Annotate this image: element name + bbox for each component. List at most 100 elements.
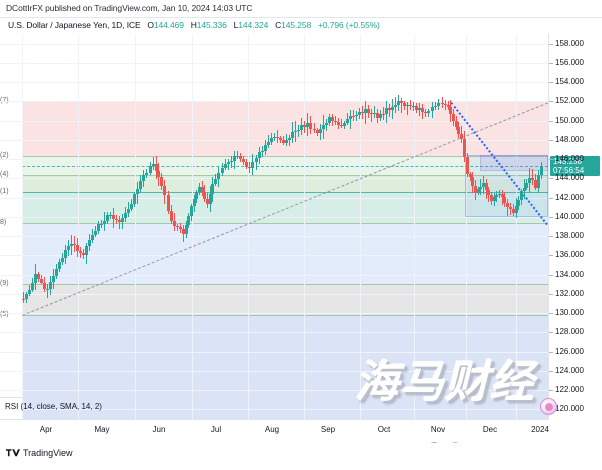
candle-body xyxy=(469,174,472,178)
horizontal-gridline xyxy=(0,294,548,295)
open-value: 144.469 xyxy=(153,20,184,30)
candle-body xyxy=(485,182,488,191)
candle-body xyxy=(460,133,463,140)
candle-body xyxy=(203,192,206,200)
horizontal-gridline xyxy=(0,63,548,64)
resistance-zone-box[interactable] xyxy=(480,155,548,171)
candle-body xyxy=(70,243,73,247)
candle-body xyxy=(193,199,196,207)
vertical-gridline xyxy=(192,34,193,419)
candle-body xyxy=(139,181,142,190)
price-axis-tick-mark xyxy=(549,409,553,410)
candle-body xyxy=(493,197,496,201)
symbol-ohlc-bar: U.S. Dollar / Japanese Yen, 1D, ICE O144… xyxy=(0,18,602,34)
candle-wick xyxy=(445,100,446,110)
price-axis-tick-mark xyxy=(549,82,553,83)
candle-body xyxy=(255,157,258,163)
price-axis-tick-mark xyxy=(549,159,553,160)
candle-wick xyxy=(407,101,408,116)
candle-body xyxy=(198,186,201,193)
candle-body xyxy=(61,257,64,263)
candle-wick xyxy=(274,132,275,141)
candle-body xyxy=(136,189,139,194)
candle-body xyxy=(534,179,537,188)
candle-wick xyxy=(335,115,336,126)
price-plot-area[interactable]: (7) (2) (4) (1) 8) (9) (5) xyxy=(0,34,548,419)
candle-body xyxy=(121,217,124,223)
current-price-badge: 145.258 07:56:54 xyxy=(550,156,600,177)
horizontal-gridline xyxy=(0,371,548,372)
price-axis[interactable]: 145.258 07:56:54 158.000 156.000 154.000 15… xyxy=(548,34,602,419)
candle-body xyxy=(376,113,379,119)
candle-body xyxy=(145,173,148,175)
candle-body xyxy=(127,208,130,214)
candle-body xyxy=(190,206,193,217)
price-axis-tick-mark xyxy=(549,236,553,237)
candle-body xyxy=(258,152,261,158)
high-key: H xyxy=(190,20,197,30)
candle-body xyxy=(163,186,166,195)
candle-body xyxy=(52,276,55,282)
fib-level-line-dashed xyxy=(22,165,548,167)
vertical-gridline xyxy=(466,34,467,419)
candle-body xyxy=(394,105,397,107)
candle-body xyxy=(391,106,394,111)
candle-body xyxy=(528,178,531,183)
candle-body xyxy=(406,105,409,107)
vertical-gridline xyxy=(414,34,415,419)
fib-level-line xyxy=(22,156,548,158)
price-axis-tick-label: 144.000 xyxy=(555,173,584,183)
candle-wick xyxy=(347,112,348,126)
candle-wick xyxy=(353,109,354,122)
current-price-value: 145.258 xyxy=(553,157,582,167)
low-value: 144.324 xyxy=(238,20,269,30)
candle-wick xyxy=(413,102,414,112)
horizontal-gridline xyxy=(0,159,548,160)
time-axis-tick-label: 2024 xyxy=(531,425,549,434)
candle-wick xyxy=(228,159,229,170)
candle-body xyxy=(130,203,133,209)
candle-body xyxy=(155,163,158,172)
candle-body xyxy=(187,216,190,226)
candle-body xyxy=(124,213,127,218)
candle-body xyxy=(112,214,115,219)
candle-body xyxy=(209,193,212,204)
candle-body xyxy=(409,105,412,107)
fib-level-label: (4) xyxy=(0,171,9,179)
fib-level-label: (2) xyxy=(0,152,9,160)
symbol-name[interactable]: U.S. Dollar / Japanese Yen, 1D, ICE xyxy=(8,20,141,30)
vertical-gridline xyxy=(22,34,23,419)
price-axis-tick-label: 154.000 xyxy=(555,77,584,87)
horizontal-gridline xyxy=(0,236,548,237)
vertical-gridline xyxy=(516,34,517,419)
candle-body xyxy=(94,231,97,235)
candle-body xyxy=(427,111,430,114)
candle-body xyxy=(506,203,509,207)
tradingview-logo[interactable]: TradingView xyxy=(6,448,73,458)
rsi-indicator-label[interactable]: RSI (14, close, SMA, 14, 2) xyxy=(5,402,102,411)
price-axis-tick-label: 140.000 xyxy=(555,211,584,221)
rsi-pane[interactable]: RSI (14, close, SMA, 14, 2) xyxy=(0,397,548,419)
candle-body xyxy=(525,182,528,188)
candle-body xyxy=(306,123,309,128)
price-axis-tick-label: 156.000 xyxy=(555,57,584,67)
candle-body xyxy=(523,187,526,191)
candle-body xyxy=(40,278,43,283)
candle-body xyxy=(79,250,82,254)
fib-level-line xyxy=(22,222,548,224)
fib-band xyxy=(22,222,548,285)
candle-body xyxy=(88,240,91,247)
time-axis-tick-label: May xyxy=(94,425,110,434)
candle-body xyxy=(403,103,406,106)
candle-body xyxy=(100,223,103,225)
candle-body xyxy=(490,195,493,201)
candle-wick xyxy=(502,189,503,206)
candle-body xyxy=(206,199,209,204)
candle-body xyxy=(176,226,179,228)
time-axis[interactable]: Apr May Jun Jul Aug Sep Oct Nov Dec 2024 xyxy=(0,419,549,441)
candle-wick xyxy=(119,216,120,229)
candle-body xyxy=(201,186,204,193)
fib-level-label: (1) xyxy=(0,187,9,195)
price-axis-tick-mark xyxy=(549,275,553,276)
candle-body xyxy=(455,120,458,127)
